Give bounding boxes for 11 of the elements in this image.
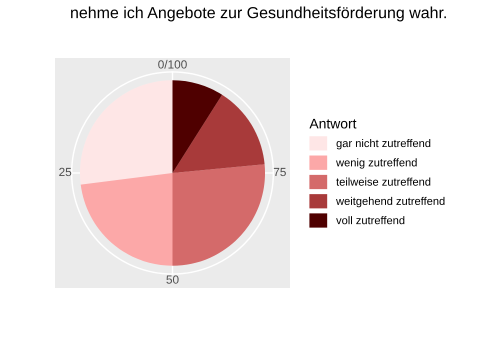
text: 25 [59, 168, 72, 176]
legend-label: voll zutreffend [336, 216, 404, 224]
legend-label: wenig zutreffend [336, 158, 417, 169]
legend-label: weitgehend zutreffend [336, 196, 444, 208]
text: 75 [274, 168, 286, 176]
legend-title: Antwort [309, 118, 356, 129]
legend-label: gar nicht zutreffend [336, 139, 430, 150]
text: 50 [166, 275, 179, 284]
legend-label: teilweise zutreffend [336, 178, 430, 186]
text: 0/100 [158, 60, 187, 69]
chart-title: nehme ich Angebote zur Gesundheitsförderung wahr. [71, 6, 446, 22]
